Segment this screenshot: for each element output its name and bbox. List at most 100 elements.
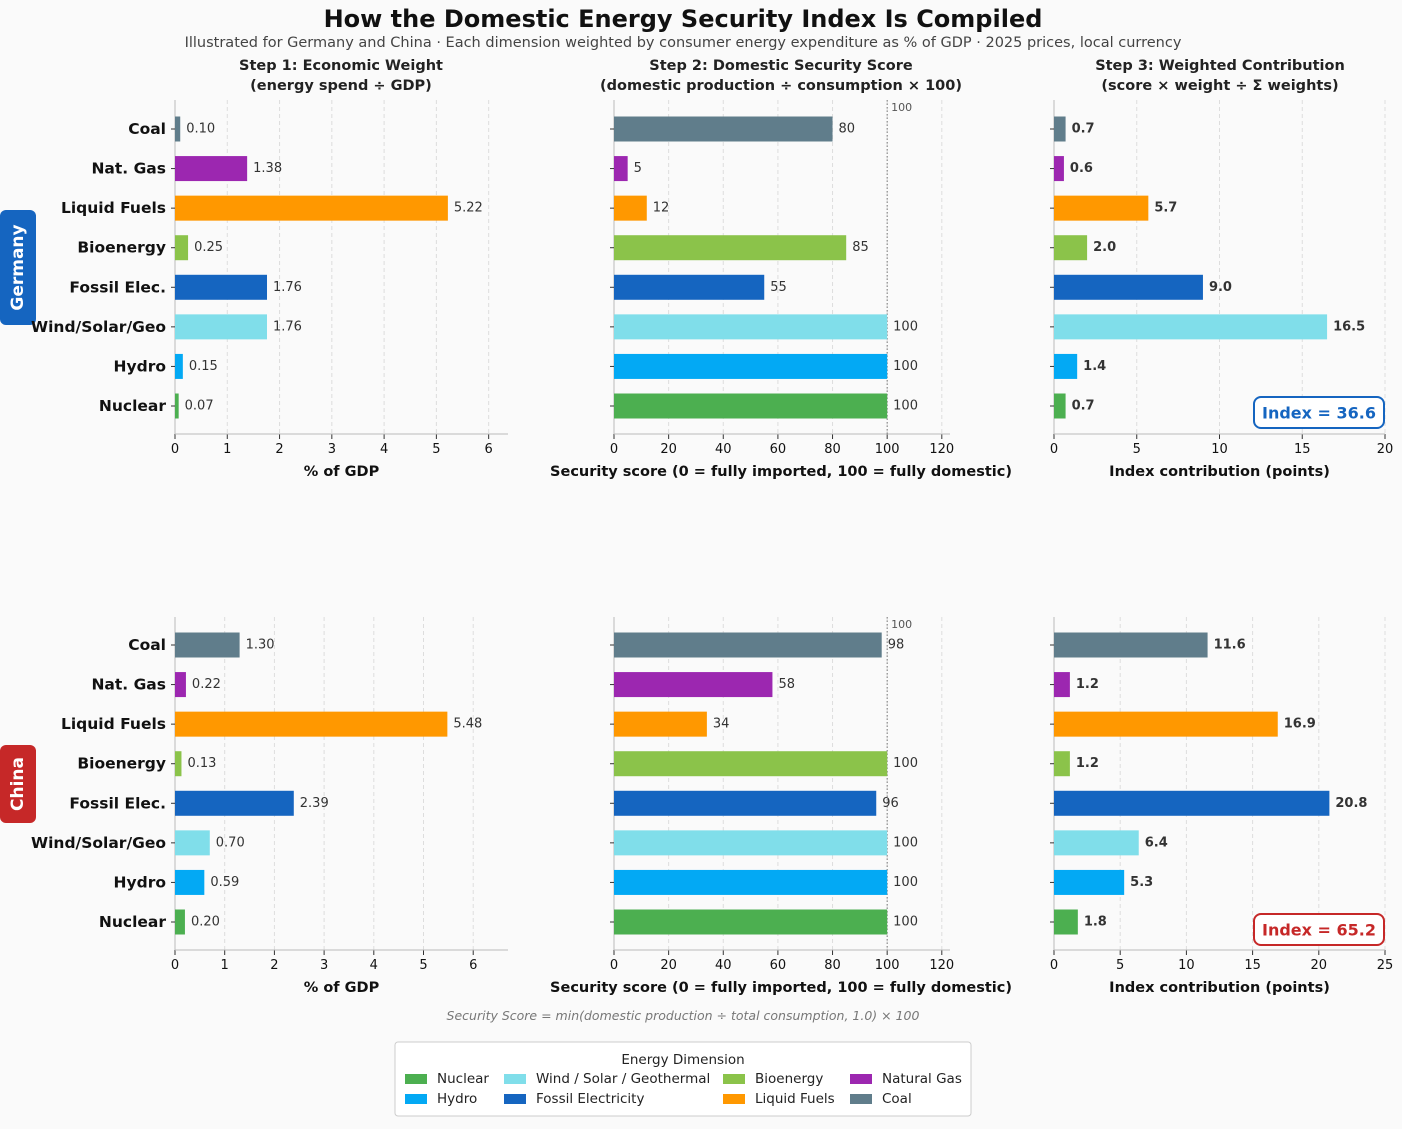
bar-value-label: 85 xyxy=(852,240,869,255)
x-tick-label: 25 xyxy=(1377,958,1394,973)
bar-wind-solar-geo xyxy=(1054,830,1139,856)
bar-value-label: 0.25 xyxy=(194,240,223,255)
x-tick-label: 0 xyxy=(1050,442,1058,457)
x-axis-label: Security score (0 = fully imported, 100 … xyxy=(550,464,1012,480)
country-block-germany: Germany Coal Nat. Gas Liquid Fuels Bioenergy… xyxy=(0,100,1393,480)
panel-step3: 0 5 10 15 20 25 Index contribution (points) 11.… xyxy=(1050,617,1393,996)
x-tick-label: 80 xyxy=(824,958,841,973)
x-tick-label: 20 xyxy=(660,958,677,973)
category-label: Wind/Solar/Geo xyxy=(31,834,166,852)
legend-item-label: Hydro xyxy=(437,1091,477,1107)
category-label: Fossil Elec. xyxy=(69,794,166,812)
x-tick-label: 4 xyxy=(370,958,378,973)
bar-value-label: 0.7 xyxy=(1072,122,1095,137)
bar-value-label: 5.22 xyxy=(454,201,483,216)
x-tick-label: 20 xyxy=(1311,958,1328,973)
index-box xyxy=(1253,913,1385,946)
category-label: Fossil Elec. xyxy=(69,278,166,296)
bar-value-label: 96 xyxy=(882,796,899,811)
bar-value-label: 16.9 xyxy=(1284,717,1316,732)
bar-value-label: 2.39 xyxy=(300,796,329,811)
x-tick-label: 3 xyxy=(328,442,336,457)
x-tick-label: 1 xyxy=(223,442,231,457)
x-axis-label: % of GDP xyxy=(304,464,380,480)
bar-bioenergy xyxy=(614,235,847,261)
bar-wind-solar-geo xyxy=(175,314,268,340)
x-tick-label: 2 xyxy=(275,442,283,457)
bar-fossil-elec- xyxy=(1054,790,1330,816)
category-label: Coal xyxy=(128,120,166,138)
category-label: Hydro xyxy=(114,357,166,375)
category-label: Liquid Fuels xyxy=(61,715,166,733)
x-tick-label: 5 xyxy=(1133,442,1141,457)
bar-coal xyxy=(614,632,882,658)
panel-step1: 0 1 2 3 4 5 6 % of GDP 1.30 0.22 5.48 0.13 2.39 0.70 0… xyxy=(171,617,508,996)
category-label: Nat. Gas xyxy=(91,676,166,694)
panel-step2: 0 20 40 60 80 100 120 Security score (0 = fully… xyxy=(550,100,1012,480)
bar-value-label: 1.38 xyxy=(253,161,282,176)
bar-value-label: 1.4 xyxy=(1083,359,1106,374)
category-label: Nuclear xyxy=(99,397,166,415)
x-tick-label: 120 xyxy=(929,958,954,973)
x-tick-label: 0 xyxy=(1050,958,1058,973)
bar-nuclear xyxy=(175,393,179,419)
bar-fossil-elec- xyxy=(175,790,294,816)
bar-value-label: 0.59 xyxy=(210,875,239,890)
bar-bioenergy xyxy=(175,751,182,777)
legend-item-label: Liquid Fuels xyxy=(755,1091,835,1107)
bar-value-label: 12 xyxy=(653,201,670,216)
bar-nat-gas xyxy=(1054,672,1070,698)
panel-step1: 0 1 2 3 4 5 6 % of GDP 0.10 1.38 5.22 0.25 1.76 1.76 0… xyxy=(171,100,508,480)
bar-coal xyxy=(1054,116,1066,142)
x-tick-label: 40 xyxy=(715,442,732,457)
bar-value-label: 100 xyxy=(893,915,918,930)
legend: Energy Dimension Nuclear Hydro Wind / Sola… xyxy=(394,1041,972,1117)
bar-value-label: 0.7 xyxy=(1072,399,1095,414)
bar-value-label: 2.0 xyxy=(1093,240,1116,255)
bar-liquid-fuels xyxy=(614,195,647,221)
bar-coal xyxy=(1054,632,1208,658)
bar-wind-solar-geo xyxy=(614,830,888,856)
bar-coal xyxy=(614,116,833,142)
bar-wind-solar-geo xyxy=(1054,314,1328,340)
bar-value-label: 0.15 xyxy=(189,359,218,374)
bar-value-label: 55 xyxy=(770,280,787,295)
bar-hydro xyxy=(175,353,183,379)
x-tick-label: 4 xyxy=(380,442,388,457)
bar-liquid-fuels xyxy=(1054,195,1149,221)
country-label: Germany xyxy=(8,224,28,310)
x-tick-label: 5 xyxy=(419,958,427,973)
x-tick-label: 20 xyxy=(660,442,677,457)
bar-value-label: 0.70 xyxy=(216,835,245,850)
bar-value-label: 58 xyxy=(778,677,795,692)
legend-item-label: Bioenergy xyxy=(755,1071,823,1087)
bar-wind-solar-geo xyxy=(614,314,888,340)
bar-value-label: 1.76 xyxy=(273,280,302,295)
category-label: Liquid Fuels xyxy=(61,199,166,217)
x-tick-label: 5 xyxy=(1116,958,1124,973)
legend-swatch xyxy=(405,1074,427,1084)
bar-value-label: 100 xyxy=(893,756,918,771)
bar-liquid-fuels xyxy=(614,711,707,737)
bar-nat-gas xyxy=(175,156,248,182)
x-tick-label: 1 xyxy=(221,958,229,973)
bar-value-label: 100 xyxy=(893,835,918,850)
x-tick-label: 40 xyxy=(715,958,732,973)
bar-value-label: 1.30 xyxy=(246,638,275,653)
bar-value-label: 5.7 xyxy=(1154,201,1177,216)
x-tick-label: 120 xyxy=(929,442,954,457)
x-tick-label: 6 xyxy=(469,958,477,973)
bar-value-label: 1.2 xyxy=(1076,756,1099,771)
x-tick-label: 2 xyxy=(270,958,278,973)
bar-value-label: 0.10 xyxy=(186,122,215,137)
bar-nuclear xyxy=(1054,909,1078,935)
country-block-china: China Coal Nat. Gas Liquid Fuels Bioenergy Fo… xyxy=(0,617,1393,996)
x-tick-label: 15 xyxy=(1244,958,1261,973)
bar-value-label: 0.13 xyxy=(187,756,216,771)
x-tick-label: 60 xyxy=(770,958,787,973)
bar-value-label: 100 xyxy=(893,319,918,334)
category-label: Wind/Solar/Geo xyxy=(31,318,166,336)
x-tick-label: 6 xyxy=(485,442,493,457)
footnote: Security Score = min(domestic production… xyxy=(447,1008,920,1023)
category-label: Bioenergy xyxy=(77,755,166,773)
